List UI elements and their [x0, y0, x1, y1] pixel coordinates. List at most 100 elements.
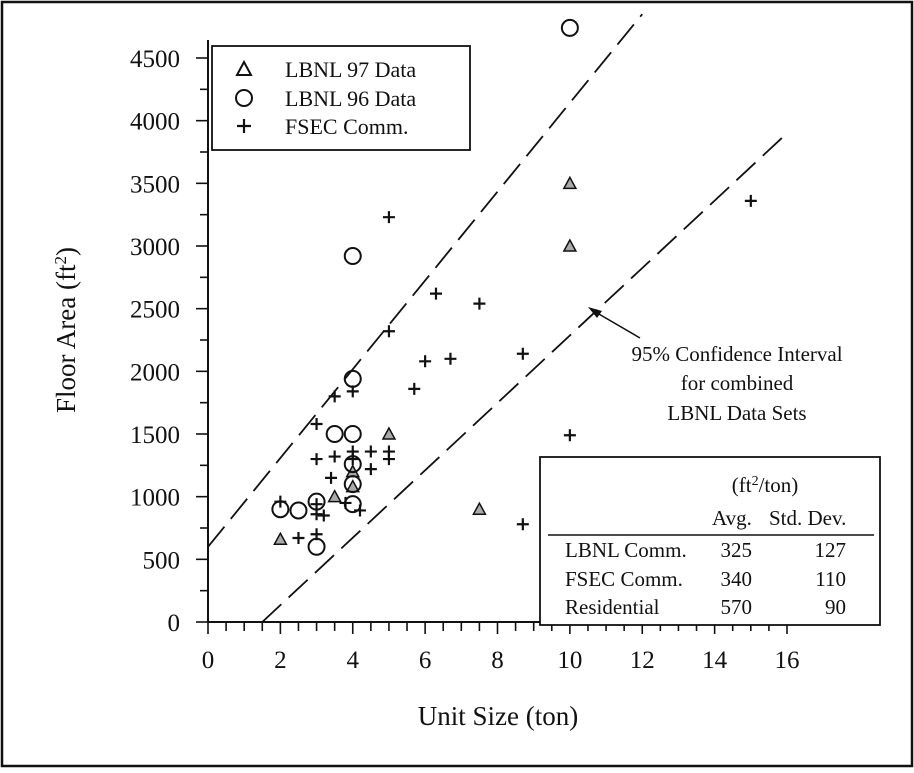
- stats-table: (ft2/ton) Avg. Std. Dev. LBNL Comm. 325 …: [539, 456, 881, 626]
- table-row-label: LBNL Comm.: [565, 538, 687, 562]
- lbnl96-point: [343, 369, 362, 388]
- fsec-point: [310, 453, 323, 466]
- legend-label-lbnl97: LBNL 97 Data: [285, 57, 416, 82]
- table-header-std: Std. Dev.: [769, 506, 846, 530]
- fsec-point: [353, 504, 366, 517]
- x-tick-label: 4: [347, 647, 360, 674]
- fsec-point: [317, 509, 330, 522]
- fsec-point: [563, 429, 576, 442]
- y-tick-label: 3000: [130, 234, 180, 261]
- y-tick-label: 1000: [130, 485, 180, 512]
- table-row-label: Residential: [565, 595, 660, 619]
- stats-table-box: [539, 456, 881, 626]
- fsec-point: [516, 518, 529, 531]
- lbnl96-point: [343, 475, 362, 494]
- y-tick-label: 4500: [130, 46, 180, 73]
- confidence-annotation: 95% Confidence Interval for combined LBN…: [588, 307, 843, 425]
- data-points: [271, 18, 757, 556]
- lbnl97-point: [562, 175, 578, 190]
- y-tick-label: 0: [168, 610, 181, 637]
- table-row: Residential 570 90: [565, 595, 846, 619]
- x-tick-label: 6: [419, 647, 432, 674]
- lbnl97-point: [381, 426, 397, 440]
- table-row-avg: 325: [721, 538, 753, 562]
- lbnl96-point: [560, 18, 579, 37]
- lbnl96-point: [343, 247, 362, 266]
- y-tick-label: 500: [143, 547, 181, 574]
- fsec-point: [364, 463, 377, 476]
- x-tick-label: 8: [491, 647, 504, 674]
- annotation-line-3: LBNL Data Sets: [667, 401, 806, 425]
- fsec-point: [310, 508, 323, 521]
- table-row-label: FSEC Comm.: [565, 567, 683, 591]
- lbnl97-point: [472, 501, 487, 515]
- table-row: LBNL Comm. 325 127: [565, 538, 846, 562]
- tick-labels: 0 2 4 6 8 10 12 14 16 0 500 1000 1500 2000 2500 3000 350…: [130, 46, 800, 674]
- lbnl96-point: [307, 537, 326, 556]
- lbnl96-point: [343, 425, 362, 443]
- lbnl96-point: [325, 425, 344, 443]
- legend-plus-marker: [237, 119, 251, 133]
- y-axis-title: Floor Area (ft2): [51, 247, 82, 413]
- fsec-point: [310, 528, 323, 541]
- annotation-line-2: for combined: [681, 371, 794, 395]
- table-row-std: 127: [815, 538, 847, 562]
- legend-box: [211, 45, 471, 151]
- fsec-point: [274, 495, 287, 508]
- annotation-arrow-line: [591, 309, 641, 339]
- table-row-std: 90: [825, 595, 846, 619]
- fsec-point: [408, 382, 421, 395]
- fsec-point: [429, 287, 442, 300]
- y-tick-label: 2500: [130, 297, 180, 324]
- fsec-point: [328, 390, 341, 403]
- y-tick-label: 3500: [130, 171, 180, 198]
- fsec-point: [346, 445, 359, 458]
- table-unit-label: (ft2/ton): [732, 473, 799, 497]
- legend: LBNL 97 Data LBNL 96 Data FSEC Comm.: [211, 45, 471, 151]
- lbnl97-point: [562, 238, 578, 252]
- fsec-point: [325, 471, 338, 484]
- fsec-point: [346, 385, 359, 398]
- fsec-point: [744, 194, 757, 207]
- lbnl96-point: [289, 501, 308, 520]
- lbnl97-point: [273, 531, 288, 546]
- x-tick-label: 12: [630, 647, 655, 674]
- confidence-interval-lines: [207, 13, 788, 623]
- confidence-line-upper: [207, 13, 643, 548]
- axis-ticks: [196, 57, 788, 634]
- fsec-point: [516, 347, 529, 360]
- x-tick-label: 10: [557, 647, 582, 674]
- x-tick-label: 14: [702, 647, 728, 674]
- fsec-point: [419, 355, 432, 368]
- fsec-point: [382, 445, 395, 458]
- table-row-avg: 570: [721, 595, 753, 619]
- legend-label-fsec: FSEC Comm.: [285, 114, 408, 139]
- x-tick-label: 2: [274, 647, 287, 674]
- legend-circle-marker: [235, 89, 253, 107]
- annotation-arrow-head: [588, 307, 602, 318]
- fsec-point: [364, 445, 377, 458]
- y-tick-label: 2000: [130, 359, 180, 386]
- y-tick-label: 4000: [130, 109, 180, 136]
- y-tick-label: 1500: [130, 422, 180, 449]
- fsec-point: [328, 450, 341, 463]
- fsec-point: [382, 325, 395, 338]
- table-row: FSEC Comm. 340 110: [565, 567, 846, 591]
- legend-triangle-marker: [235, 59, 253, 76]
- table-row-std: 110: [815, 567, 846, 591]
- x-axis-title: Unit Size (ton): [418, 701, 578, 731]
- fsec-point: [382, 211, 395, 224]
- fsec-point: [310, 498, 323, 511]
- fsec-point: [310, 417, 323, 430]
- fsec-point: [444, 352, 457, 365]
- x-tick-label: 0: [202, 647, 215, 674]
- fsec-point: [473, 297, 486, 310]
- table-row-avg: 340: [721, 567, 753, 591]
- fsec-point: [292, 532, 305, 545]
- confidence-line-lower: [261, 132, 788, 623]
- legend-label-lbnl96: LBNL 96 Data: [285, 86, 416, 111]
- x-tick-label: 16: [775, 647, 800, 674]
